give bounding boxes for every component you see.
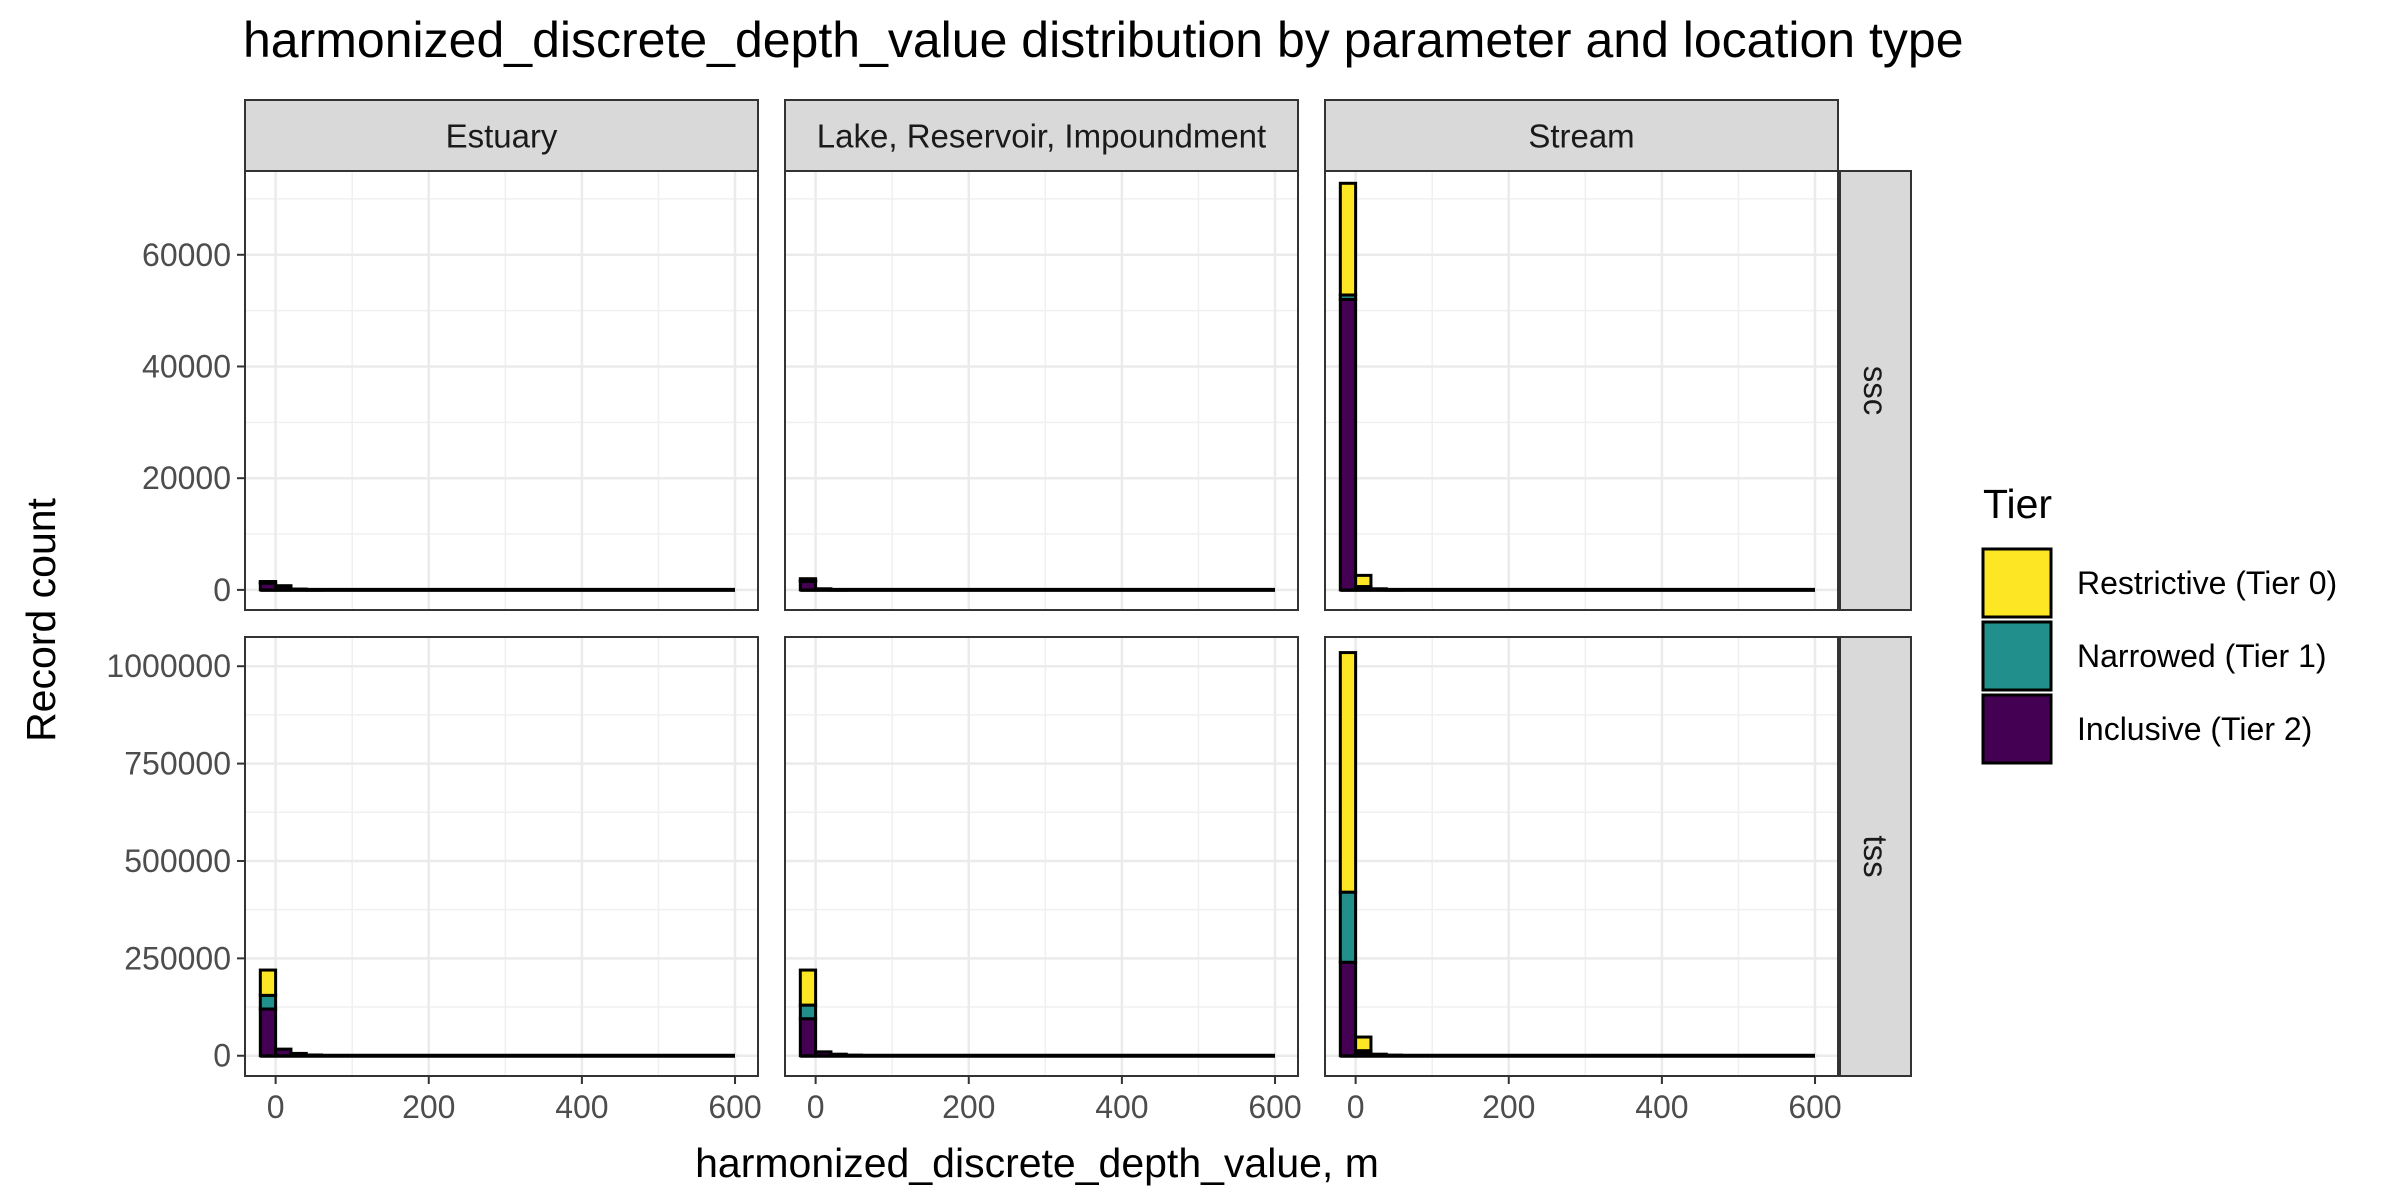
histogram-bar-tier2 <box>258 1007 278 1058</box>
panel-border <box>244 170 759 611</box>
histogram-bar-tier2 <box>814 587 833 592</box>
histogram-bar-tier0 <box>258 580 278 585</box>
facet-strip-label: Estuary <box>446 118 558 155</box>
x-tick-label: 200 <box>942 1089 995 1125</box>
histogram-bar-tier1 <box>798 1003 818 1021</box>
legend-key-narrowed-tier-1 <box>1981 620 2053 692</box>
facet-strip-tss <box>1839 636 1912 1077</box>
histogram-bar-tier2 <box>814 1050 833 1058</box>
histogram-bar-tier0 <box>798 577 818 582</box>
histogram-bar-tier1 <box>1338 890 1358 964</box>
histogram-bar-tier0 <box>1338 651 1358 894</box>
y-tick-label: 40000 <box>142 348 231 384</box>
histogram-bar-tier0 <box>258 968 278 997</box>
chart-title: harmonized_discrete_depth_value distribu… <box>243 12 1964 68</box>
legend-key-inclusive-tier-2 <box>1981 693 2053 765</box>
facet-strip-estuary <box>244 99 759 172</box>
legend-title: Tier <box>1983 481 2052 527</box>
y-tick-label: 500000 <box>124 843 231 879</box>
histogram-bar-tier0 <box>1354 573 1373 589</box>
x-axis-title: harmonized_discrete_depth_value, m <box>695 1140 1379 1186</box>
histogram-bar-tier2 <box>1338 960 1358 1058</box>
legend-label: Inclusive (Tier 2) <box>2077 711 2312 747</box>
panel-border <box>1324 170 1839 611</box>
histogram-bar-tier2 <box>1338 297 1358 592</box>
y-tick-label: 0 <box>213 572 231 608</box>
x-tick-label: 200 <box>402 1089 455 1125</box>
x-tick-label: 600 <box>1788 1089 1841 1125</box>
panel-tss-estuary: 0 250000 500000 750000 1000000 0 200 400 600 <box>106 636 762 1125</box>
panel-border <box>244 636 759 1077</box>
panel-ssc-stream <box>1324 170 1839 611</box>
panel-border <box>1324 636 1839 1077</box>
x-tick-label: 0 <box>1347 1089 1365 1125</box>
facet-strip-lake-reservoir-impoundment <box>784 99 1299 172</box>
y-tick-label: 60000 <box>142 237 231 273</box>
histogram-bar-tier0 <box>274 584 293 588</box>
facet-row-label: ssc <box>1857 366 1894 416</box>
facet-row-label: tss <box>1857 835 1894 877</box>
x-tick-label: 200 <box>1482 1089 1535 1125</box>
histogram-bar-tier2 <box>304 588 324 592</box>
panel-border <box>784 170 1299 611</box>
y-tick-label: 1000000 <box>106 648 231 684</box>
histogram-bar-tier0 <box>798 968 818 1007</box>
histogram-bar-tier2 <box>1384 588 1404 592</box>
panel-border <box>784 636 1299 1077</box>
histogram-bar-tier1 <box>258 993 278 1011</box>
facet-panels: Estuary Lake, Reservoir, Impoundment Strea… <box>106 99 1912 1125</box>
facet-strip-ssc <box>1839 170 1912 611</box>
y-tick-label: 0 <box>213 1038 231 1074</box>
legend-label: Narrowed (Tier 1) <box>2077 638 2327 674</box>
histogram-bar-tier0 <box>1369 587 1388 591</box>
histogram-bar-tier2 <box>844 1053 864 1058</box>
x-tick-label: 400 <box>1095 1089 1148 1125</box>
histogram-bar-tier2 <box>304 1053 324 1058</box>
histogram-bar-tier2 <box>798 1017 818 1058</box>
facet-strip-label: Stream <box>1528 118 1634 155</box>
facet-strip-label: Lake, Reservoir, Impoundment <box>817 118 1266 155</box>
histogram-bar-tier2 <box>829 588 848 592</box>
legend-key-restrictive-tier-0 <box>1981 547 2053 619</box>
histogram-bar-tier2 <box>289 1051 308 1058</box>
y-tick-label: 250000 <box>124 940 231 976</box>
histogram-bar-tier2 <box>1369 1052 1388 1058</box>
histogram-bar-tier0 <box>1338 181 1358 297</box>
histogram-bar-tier2 <box>289 587 308 592</box>
x-tick-label: 600 <box>1248 1089 1301 1125</box>
histogram-bar-tier2 <box>274 1047 293 1058</box>
panel-tss-stream: 0 200 400 600 <box>1324 636 1842 1125</box>
legend-label: Restrictive (Tier 0) <box>2077 565 2337 601</box>
legend: Tier Restrictive (Tier 0) Narrowed (Tier … <box>1981 481 2337 765</box>
x-tick-label: 600 <box>708 1089 761 1125</box>
x-tick-label: 0 <box>267 1089 285 1125</box>
histogram-bar-tier2 <box>829 1052 848 1058</box>
y-tick-label: 20000 <box>142 460 231 496</box>
y-axis-title: Record count <box>18 497 64 741</box>
x-tick-label: 400 <box>555 1089 608 1125</box>
panel-ssc-lake-reservoir-impoundment <box>784 170 1299 611</box>
panel-tss-lake-reservoir-impoundment: 0 200 400 600 <box>784 636 1302 1125</box>
facet-strip-stream <box>1324 99 1839 172</box>
panel-ssc-estuary: 0 20000 40000 60000 <box>142 170 759 611</box>
x-tick-label: 0 <box>807 1089 825 1125</box>
histogram-bar-tier2 <box>1384 1053 1404 1058</box>
x-tick-label: 400 <box>1635 1089 1688 1125</box>
histogram-bar-tier0 <box>1354 1035 1373 1053</box>
y-tick-label: 750000 <box>124 746 231 782</box>
